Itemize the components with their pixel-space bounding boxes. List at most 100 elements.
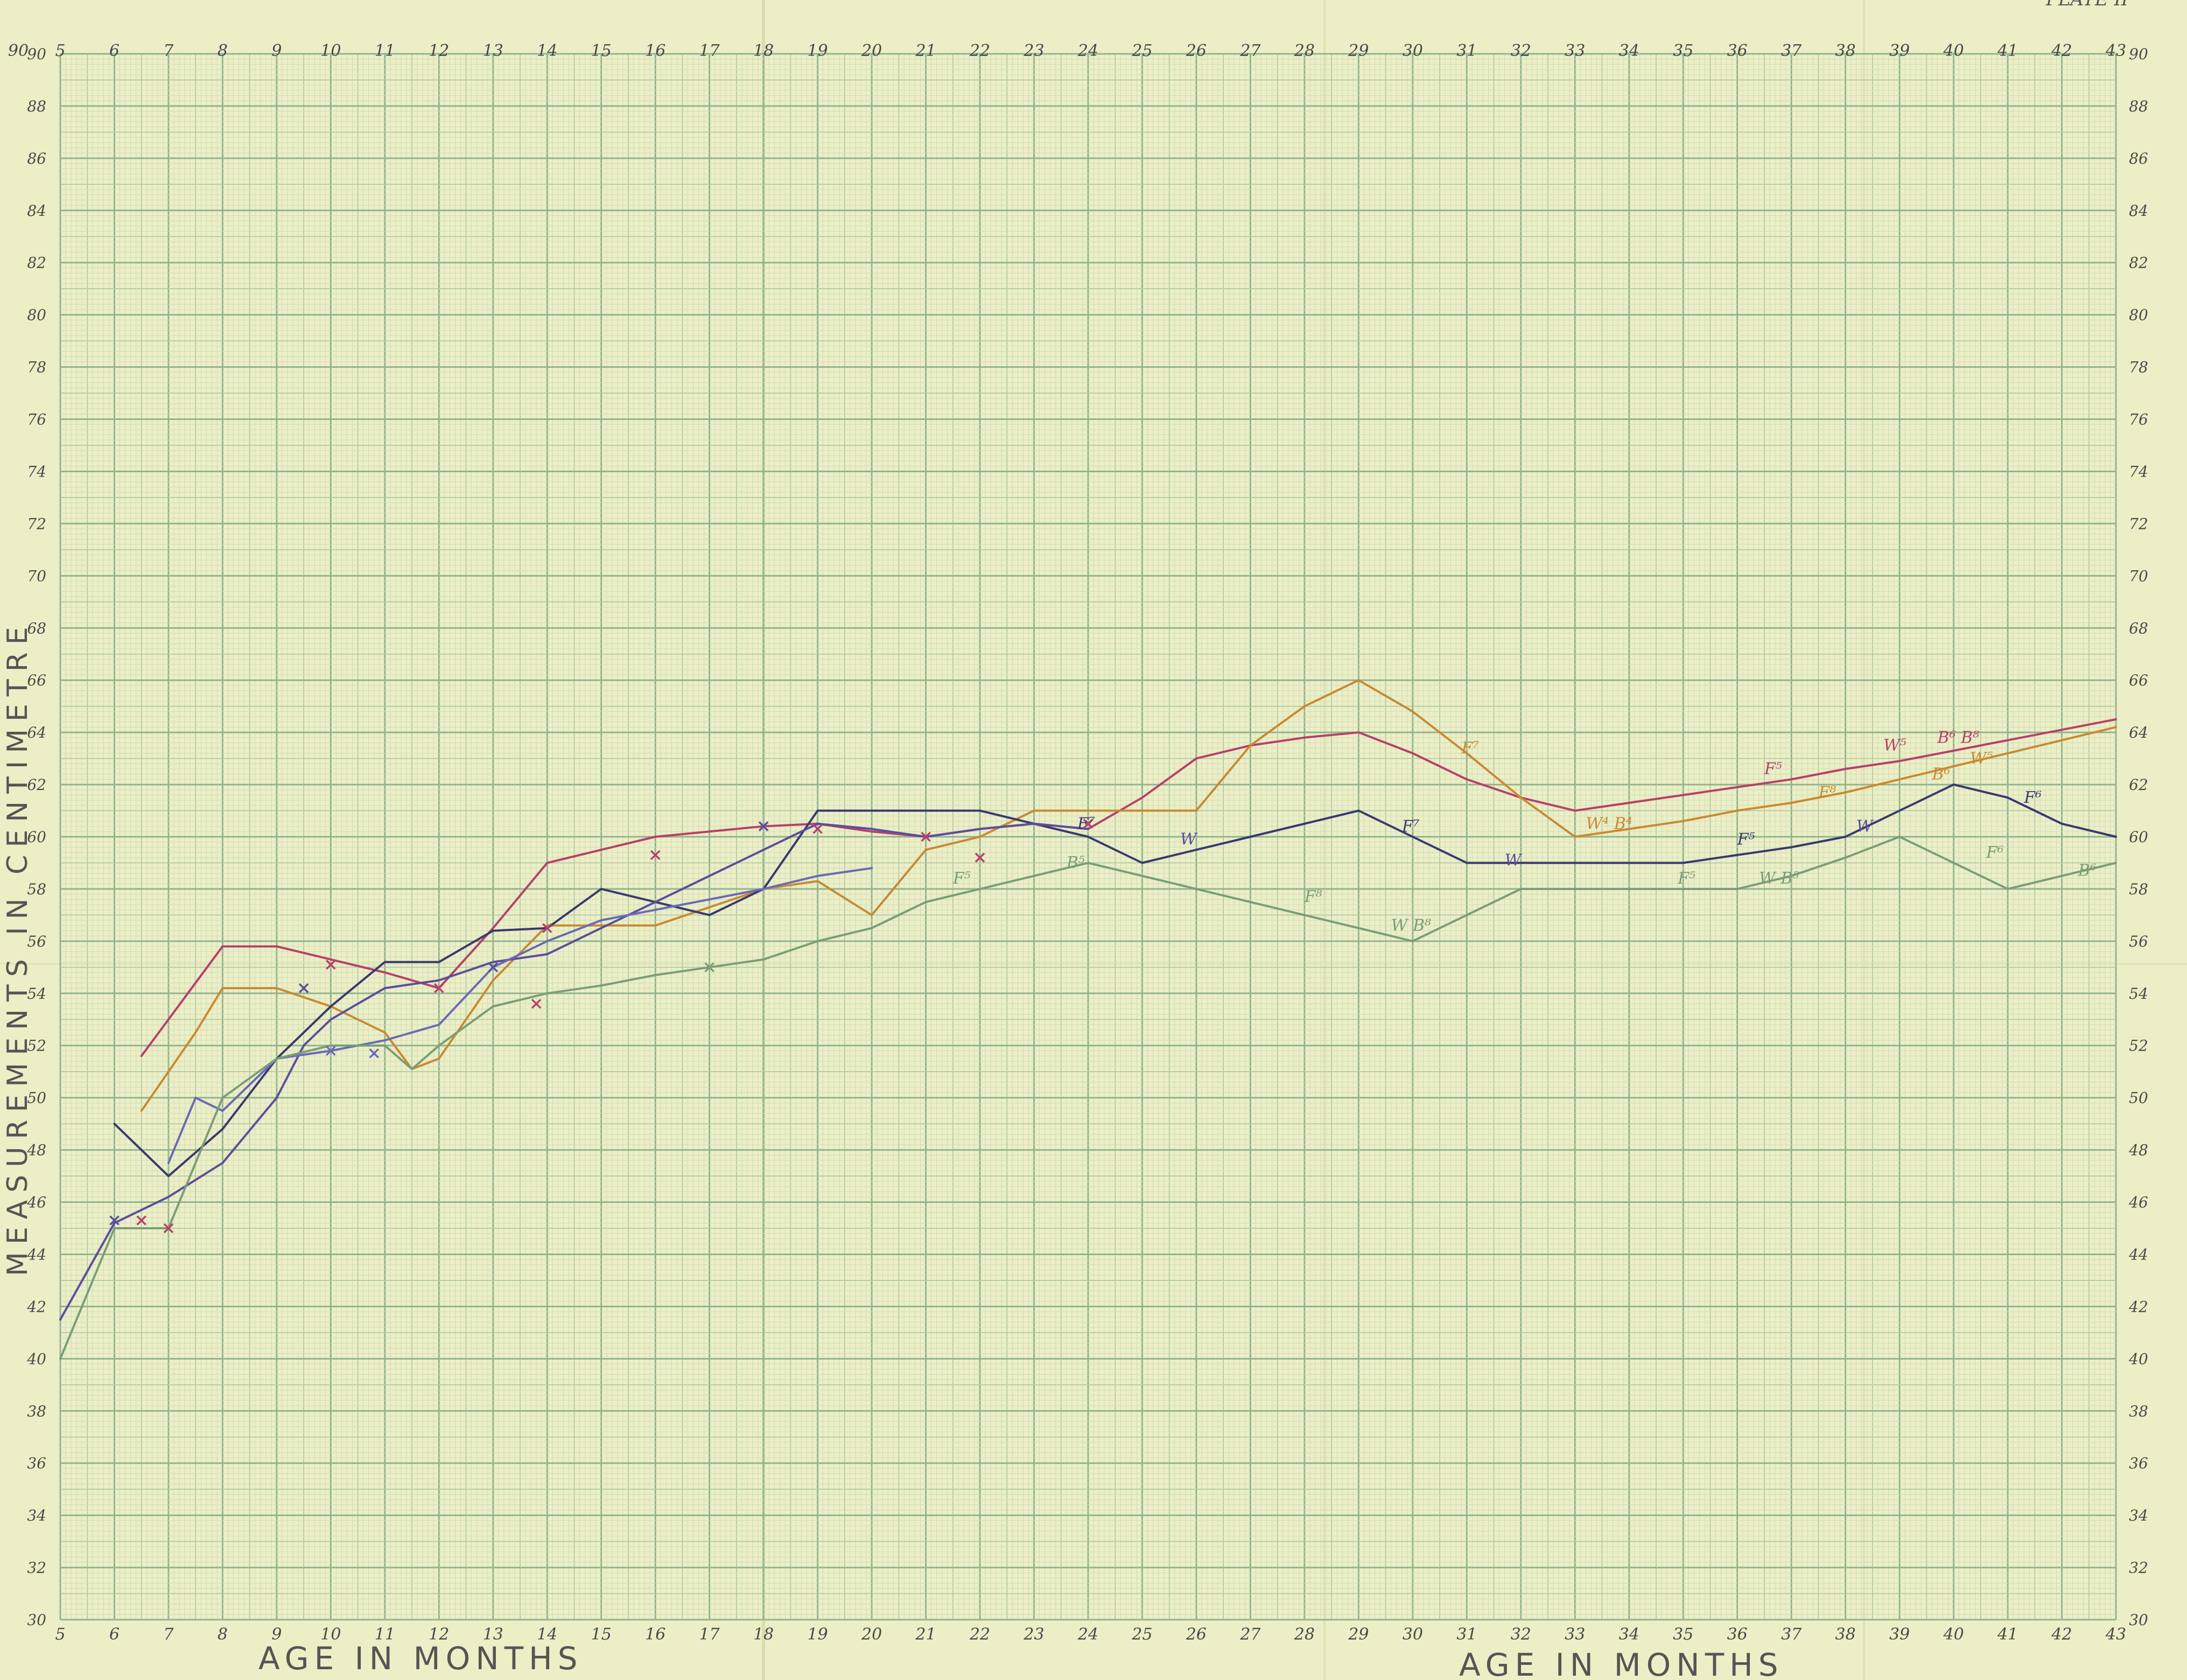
y-tick-label-left: 40: [26, 1350, 46, 1368]
series-4-cross-marker: [758, 821, 769, 831]
series-1-cross-marker: [975, 852, 985, 863]
series-1-cross-marker: [921, 831, 931, 842]
x-tick-label-top: 29: [1348, 41, 1369, 60]
series-6-annotation: W B⁸: [1391, 916, 1431, 935]
series-2-annotation: F⁷: [1461, 739, 1479, 758]
y-tick-label-right: 84: [2129, 202, 2148, 220]
y-tick-label-right: 60: [2129, 828, 2148, 846]
x-tick-label-bottom: 31: [1456, 1625, 1477, 1644]
x-tick-label-bottom: 21: [915, 1625, 936, 1644]
x-tick-label-top: 37: [1781, 41, 1802, 60]
y-tick-label-right: 36: [2129, 1454, 2148, 1472]
x-tick-label-bottom: 35: [1673, 1625, 1693, 1644]
y-tick-label-left: 48: [26, 1142, 46, 1159]
y-tick-label-right: 80: [2129, 306, 2148, 324]
y-tick-label-left: 66: [27, 671, 46, 689]
x-tick-label-bottom: 24: [1077, 1625, 1098, 1644]
series-6-cross-marker: [704, 962, 714, 972]
y-tick-label-left: 68: [27, 619, 46, 637]
x-tick-label-bottom: 15: [591, 1625, 612, 1644]
series-6-annotation: F⁶: [1986, 843, 2004, 862]
x-tick-label-bottom: 43: [2105, 1625, 2126, 1644]
x-tick-label-top: 30: [1403, 41, 1423, 60]
y-tick-label-left: 52: [27, 1037, 46, 1055]
x-tick-label-bottom: 7: [163, 1625, 174, 1644]
series-2-annotation: W⁴ B⁴: [1586, 814, 1632, 833]
x-tick-label-top: 25: [1131, 41, 1152, 60]
y-tick-label-left: 64: [27, 724, 46, 741]
y-tick-label-right: 56: [2129, 933, 2148, 950]
x-tick-label-top: 17: [699, 41, 720, 60]
y-tick-label-right: 82: [2129, 254, 2148, 272]
series-6-annotation: F⁵: [1677, 869, 1695, 888]
x-tick-label-top: 43: [2105, 41, 2126, 60]
x-tick-label-top: 11: [375, 41, 395, 60]
y-tick-label-left: 72: [27, 515, 46, 533]
series-1-annotation: B⁶ B⁸: [1937, 729, 1979, 747]
y-tick-label-left: 42: [26, 1298, 46, 1315]
x-tick-label-top: 5: [55, 41, 65, 60]
x-tick-label-bottom: 30: [1403, 1625, 1423, 1644]
series-1-cross-marker: [542, 923, 552, 933]
x-tick-label-bottom: 19: [808, 1625, 828, 1644]
y-tick-label-right: 32: [2129, 1559, 2148, 1577]
y-tick-label-right: 62: [2129, 776, 2148, 794]
series-4-cross-marker: [109, 1215, 120, 1226]
series-2-annotation: F⁸: [1818, 783, 1836, 802]
x-tick-label-top: 20: [861, 41, 882, 60]
x-tick-label-bottom: 23: [1023, 1625, 1044, 1644]
plate-label: PLATE II: [2045, 0, 2129, 10]
x-tick-label-top: 24: [1077, 41, 1098, 60]
x-tick-label-bottom: 28: [1294, 1625, 1315, 1644]
y-tick-label-right: 72: [2129, 515, 2148, 533]
x-tick-label-top: 19: [808, 41, 828, 60]
x-tick-label-top: 27: [1239, 41, 1261, 60]
y-tick-label-right: 50: [2129, 1089, 2148, 1107]
series-6-annotation: W B⁵: [1759, 869, 1799, 888]
x-tick-label-top: 8: [218, 41, 228, 60]
y-tick-label-left: 88: [27, 97, 46, 115]
series-1-cross-marker: [531, 998, 542, 1009]
series-5-cross-marker: [326, 1046, 336, 1056]
series-1-cross-marker: [812, 824, 823, 834]
series-1-cross-marker: [136, 1215, 146, 1226]
series-5-cross-marker: [369, 1048, 379, 1059]
series-line-6: [59, 836, 2117, 1360]
x-tick-label-bottom: 13: [483, 1625, 503, 1644]
series-line-4: [59, 822, 1089, 1321]
y-tick-label-right: 74: [2129, 463, 2148, 480]
x-tick-label-top: 38: [1835, 41, 1856, 60]
y-tick-label-right: 66: [2129, 671, 2148, 689]
series-4-cross-marker: [298, 983, 309, 993]
x-tick-label-bottom: 10: [320, 1625, 341, 1644]
x-tick-label-top: 31: [1456, 41, 1477, 60]
x-tick-label-bottom: 34: [1619, 1625, 1639, 1644]
series-6-annotation: F⁵: [952, 869, 971, 888]
x-tick-label-top: 10: [320, 41, 341, 60]
series-6-annotation: B⁶: [2078, 862, 2097, 880]
x-tick-label-bottom: 18: [753, 1625, 774, 1644]
x-tick-label-bottom: 36: [1727, 1625, 1748, 1644]
y-tick-label-left: 74: [27, 463, 46, 480]
y-tick-label-left: 32: [27, 1559, 46, 1577]
series-1-cross-marker: [434, 983, 444, 993]
y-tick-label-right: 76: [2129, 411, 2148, 429]
x-tick-label-bottom: 42: [2051, 1625, 2072, 1644]
x-tick-label-top: 40: [1943, 41, 1964, 60]
y-tick-label-left: 82: [27, 254, 46, 272]
y-tick-label-right: 64: [2129, 724, 2148, 741]
x-tick-label-bottom: 40: [1943, 1625, 1964, 1644]
y-tick-label-left: 30: [27, 1611, 46, 1629]
x-tick-label-top: 36: [1727, 41, 1748, 60]
x-tick-label-bottom: 22: [969, 1625, 990, 1644]
series-line-1: [140, 718, 2117, 1058]
series-lines: [59, 679, 2117, 1360]
y-tick-label-right: 34: [2129, 1507, 2148, 1524]
x-tick-label-top: 13: [483, 41, 503, 60]
x-tick-label-top: 32: [1511, 41, 1531, 60]
x-tick-label-bottom: 17: [699, 1625, 720, 1644]
series-1-cross-marker: [650, 850, 661, 860]
y-tick-label-top-corner: 90: [8, 41, 29, 60]
